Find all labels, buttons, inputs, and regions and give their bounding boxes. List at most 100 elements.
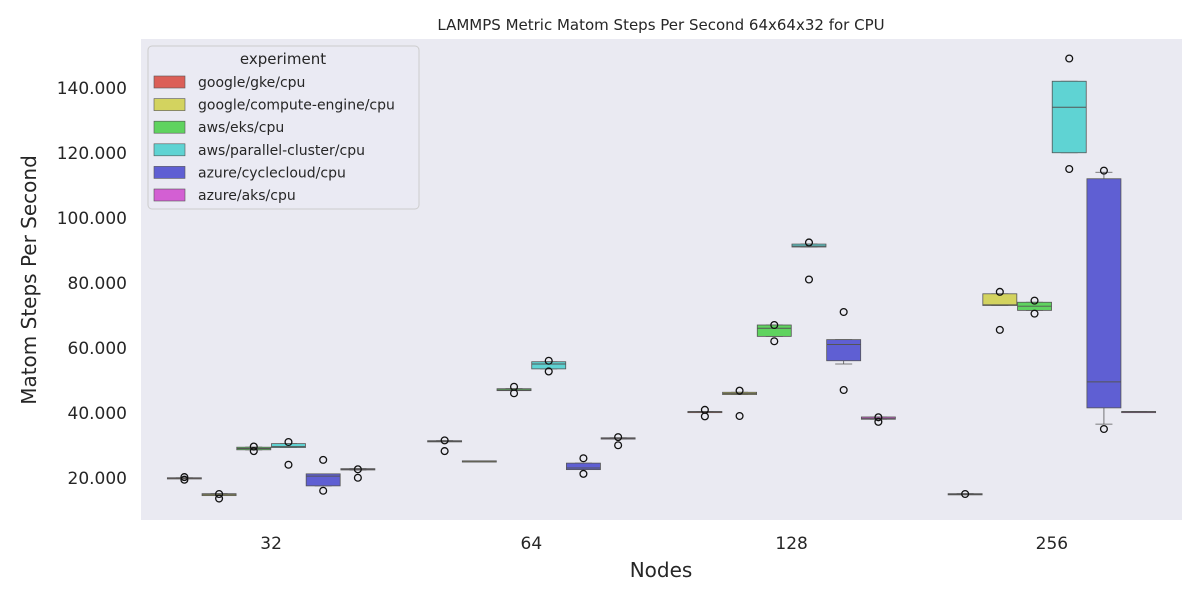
series-5 (340, 411, 1157, 482)
outlier-point (614, 441, 623, 450)
box-plot (982, 287, 1018, 334)
box-plot (756, 320, 792, 346)
y-tick-label: 120.000 (57, 144, 127, 164)
outlier-point (735, 411, 744, 421)
box (1086, 178, 1122, 409)
outlier-point (284, 437, 293, 447)
outlier-point (700, 405, 709, 414)
y-tick-label: 40.000 (68, 404, 127, 424)
box-plot (496, 382, 532, 398)
x-tick-label: 32 (260, 534, 282, 554)
outlier-point (770, 320, 779, 330)
x-tick-label: 128 (775, 534, 807, 554)
legend: experiment google/gke/cpu google/compute-… (147, 45, 420, 210)
box-plot (305, 455, 341, 495)
legend-title: experiment (240, 50, 326, 68)
legend-label: google/compute-engine/cpu (198, 98, 395, 114)
outlier-point (544, 367, 553, 376)
outlier-point (839, 307, 848, 317)
box-plot (860, 413, 896, 426)
outlier-point (440, 436, 449, 445)
y-axis-label: Matom Steps Per Second (17, 155, 41, 405)
box-plot (722, 386, 757, 421)
legend-label: azure/aks/cpu (198, 188, 296, 204)
x-axis-label: Nodes (630, 558, 693, 582)
outlier-point (579, 469, 588, 478)
outlier-point (544, 356, 553, 365)
box-plot (791, 238, 827, 284)
box (566, 462, 601, 471)
y-ticks: 20.000 40.000 60.000 80.000 100.000 120.000 14… (57, 79, 127, 489)
legend-swatch (153, 98, 186, 111)
series-4 (305, 166, 1122, 495)
box-plot (201, 489, 237, 503)
box-plot (1017, 296, 1052, 318)
box-plot (826, 307, 862, 395)
y-tick-label: 20.000 (68, 469, 127, 489)
legend-label: azure/cyclecloud/cpu (198, 165, 346, 181)
box-plot (947, 489, 983, 499)
outlier-point (579, 454, 588, 463)
outlier-point (614, 433, 623, 442)
box-plot (271, 437, 306, 469)
box (1051, 80, 1087, 154)
box (531, 361, 567, 370)
outlier-point (770, 337, 779, 346)
box (305, 473, 341, 487)
box (756, 324, 792, 337)
outlier-point (1099, 424, 1108, 434)
legend-label: aws/eks/cpu (198, 120, 284, 136)
outlier-point (319, 455, 328, 464)
box-plot (687, 405, 723, 421)
box (826, 339, 862, 362)
outlier-point (1099, 166, 1108, 175)
outlier-point (1030, 309, 1039, 318)
box-plot (1051, 54, 1087, 174)
outlier-point (804, 238, 814, 247)
outlier-point (440, 447, 449, 456)
outlier-point (180, 473, 189, 482)
box-plot (236, 442, 272, 456)
outlier-point (961, 489, 970, 499)
outlier-point (995, 325, 1004, 334)
outlier-point (215, 494, 224, 503)
legend-swatch (153, 166, 186, 179)
boxes-layer (166, 54, 1157, 503)
outlier-point (1065, 164, 1074, 174)
legend-label: google/gke/cpu (198, 75, 305, 91)
outlier-point (353, 465, 362, 474)
box-plot (166, 473, 202, 484)
outlier-point (319, 486, 328, 495)
outlier-point (509, 382, 519, 391)
y-tick-label: 140.000 (57, 79, 127, 99)
box-plot (340, 465, 376, 482)
x-tick-label: 256 (1036, 534, 1068, 554)
y-tick-label: 100.000 (57, 209, 127, 229)
y-tick-label: 60.000 (68, 339, 127, 359)
box-plot (531, 356, 567, 376)
outlier-point (180, 475, 189, 484)
outlier-point (249, 442, 258, 451)
legend-swatch (153, 188, 186, 202)
outlier-point (215, 489, 224, 499)
box-plot (461, 460, 497, 463)
outlier-point (249, 447, 258, 456)
legend-swatch (153, 120, 186, 134)
legend-label: aws/parallel-cluster/cpu (198, 143, 365, 159)
outlier-point (1065, 54, 1074, 63)
chart-title: LAMMPS Metric Matom Steps Per Second 64x… (437, 16, 884, 34)
outlier-point (804, 275, 814, 284)
outlier-point (839, 385, 848, 395)
legend-frame (147, 45, 420, 210)
legend-swatch (153, 75, 186, 89)
x-ticks: 32 64 128 256 (260, 534, 1068, 554)
series-2 (236, 296, 1052, 456)
outlier-point (353, 473, 362, 482)
outlier-point (874, 413, 883, 422)
series-3 (271, 54, 1087, 469)
outlier-point (284, 460, 293, 469)
outlier-point (874, 417, 883, 426)
outlier-point (735, 386, 744, 395)
box-plot (1086, 166, 1122, 434)
